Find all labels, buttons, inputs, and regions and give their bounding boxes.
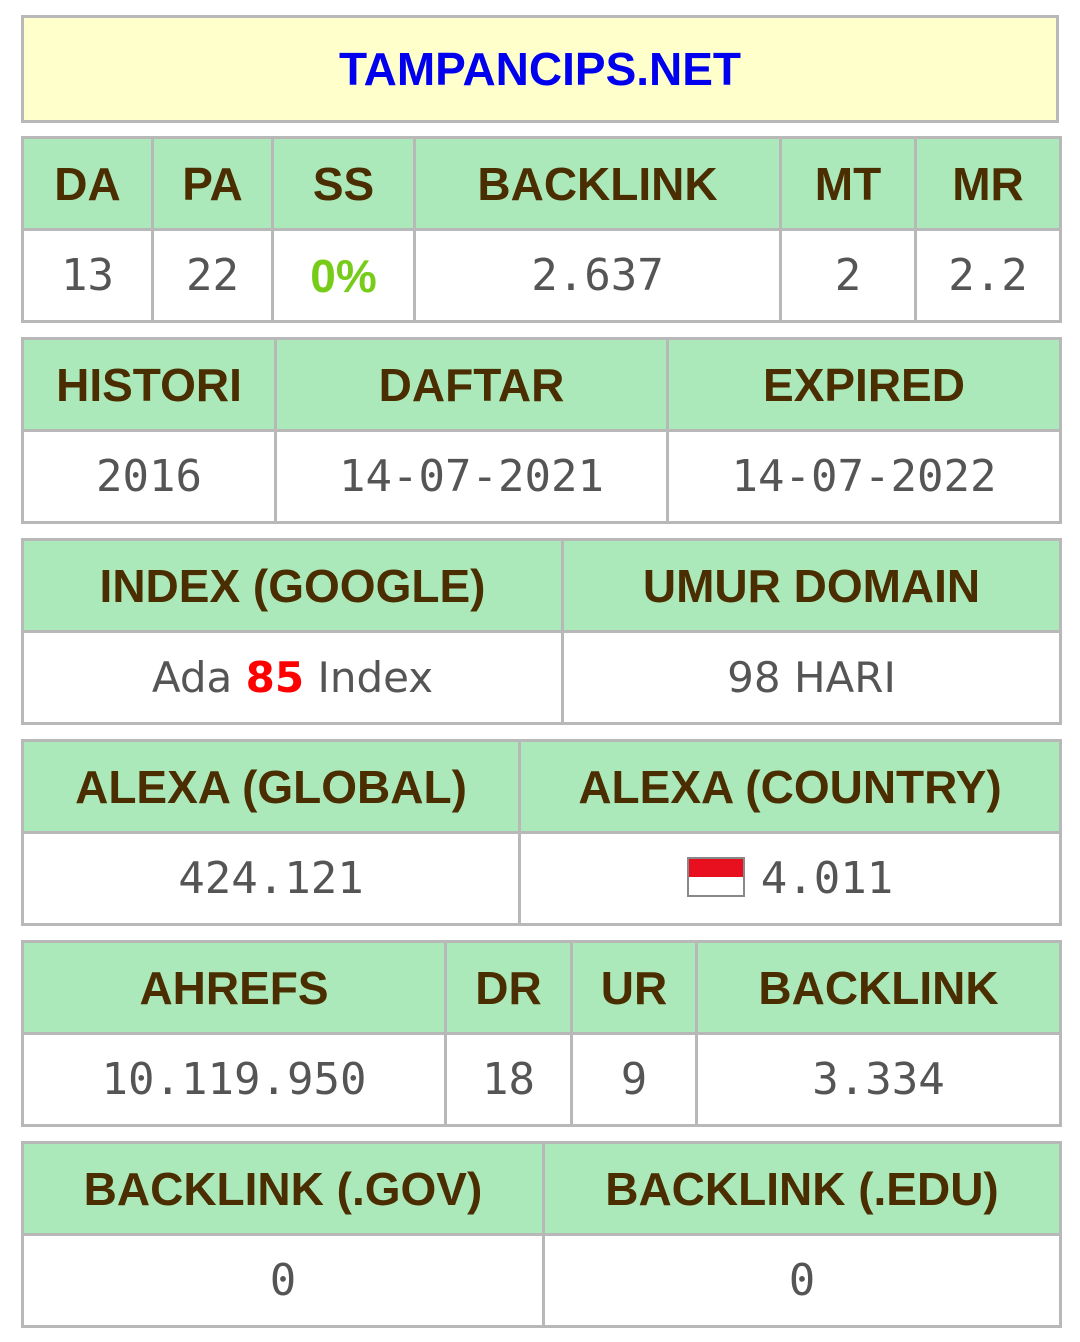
value-alexa-global: 424.121 [21,831,521,926]
value-alexa-country-cell: 4.011 [518,831,1062,926]
special-backlink-header-row: BACKLINK (.GOV) BACKLINK (.EDU) [21,1141,1062,1236]
header-umur-domain: UMUR DOMAIN [561,538,1062,633]
index-count: 85 [245,653,305,702]
value-umur-domain: 98 HARI [561,630,1062,725]
value-dr: 18 [444,1032,573,1127]
header-histori: HISTORI [21,337,277,432]
header-ahrefs-backlink: BACKLINK [695,940,1062,1035]
header-pa: PA [151,136,274,231]
index-table: INDEX (GOOGLE) UMUR DOMAIN Ada 85 Index … [21,538,1062,725]
history-header-row: HISTORI DAFTAR EXPIRED [21,337,1062,432]
header-ur: UR [570,940,698,1035]
ahrefs-value-row: 10.119.950 18 9 3.334 [21,1032,1062,1127]
header-ahrefs: AHREFS [21,940,447,1035]
moz-table: DA PA SS BACKLINK MT MR 13 22 0% 2.637 2… [21,136,1062,323]
header-ss: SS [271,136,416,231]
value-ur: 9 [570,1032,698,1127]
ahrefs-header-row: AHREFS DR UR BACKLINK [21,940,1062,1035]
value-mr: 2.2 [914,228,1062,323]
history-value-row: 2016 14-07-2021 14-07-2022 [21,429,1062,524]
value-daftar: 14-07-2021 [274,429,669,524]
header-mr: MR [914,136,1062,231]
ahrefs-table: AHREFS DR UR BACKLINK 10.119.950 18 9 3.… [21,940,1062,1127]
header-alexa-global: ALEXA (GLOBAL) [21,739,521,834]
value-ss-cell: 0% [271,228,416,323]
header-index-google: INDEX (GOOGLE) [21,538,564,633]
value-ss: 0% [310,249,377,302]
value-backlink: 2.637 [413,228,782,323]
domain-title[interactable]: TAMPANCIPS.NET [338,43,742,95]
value-expired: 14-07-2022 [666,429,1062,524]
moz-value-row: 13 22 0% 2.637 2 2.2 [21,228,1062,323]
value-ahrefs-backlink: 3.334 [695,1032,1062,1127]
value-alexa-country: 4.011 [760,853,894,904]
domain-stats-panel: TAMPANCIPS.NET DA PA SS BACKLINK MT MR 1… [21,15,1062,1328]
alexa-header-row: ALEXA (GLOBAL) ALEXA (COUNTRY) [21,739,1062,834]
domain-title-box: TAMPANCIPS.NET [21,15,1059,123]
header-da: DA [21,136,154,231]
index-header-row: INDEX (GOOGLE) UMUR DOMAIN [21,538,1062,633]
value-backlink-gov: 0 [21,1233,545,1328]
history-table: HISTORI DAFTAR EXPIRED 2016 14-07-2021 1… [21,337,1062,524]
alexa-value-row: 424.121 4.011 [21,831,1062,926]
value-histori: 2016 [21,429,277,524]
index-suffix: Index [317,653,434,702]
header-backlink-edu: BACKLINK (.EDU) [542,1141,1062,1236]
index-value-row: Ada 85 Index 98 HARI [21,630,1062,725]
moz-header-row: DA PA SS BACKLINK MT MR [21,136,1062,231]
value-pa: 22 [151,228,274,323]
value-ahrefs-rank: 10.119.950 [21,1032,447,1127]
header-backlink-gov: BACKLINK (.GOV) [21,1141,545,1236]
value-mt: 2 [779,228,917,323]
indonesia-flag-icon [686,857,745,897]
header-daftar: DAFTAR [274,337,669,432]
index-prefix: Ada [151,653,233,702]
header-expired: EXPIRED [666,337,1062,432]
header-mt: MT [779,136,917,231]
special-backlink-value-row: 0 0 [21,1233,1062,1328]
value-index-google: Ada 85 Index [21,630,564,725]
header-dr: DR [444,940,573,1035]
header-backlink: BACKLINK [413,136,782,231]
special-backlink-table: BACKLINK (.GOV) BACKLINK (.EDU) 0 0 [21,1141,1062,1328]
alexa-table: ALEXA (GLOBAL) ALEXA (COUNTRY) 424.121 4… [21,739,1062,926]
value-backlink-edu: 0 [542,1233,1062,1328]
header-alexa-country: ALEXA (COUNTRY) [518,739,1062,834]
value-da: 13 [21,228,154,323]
